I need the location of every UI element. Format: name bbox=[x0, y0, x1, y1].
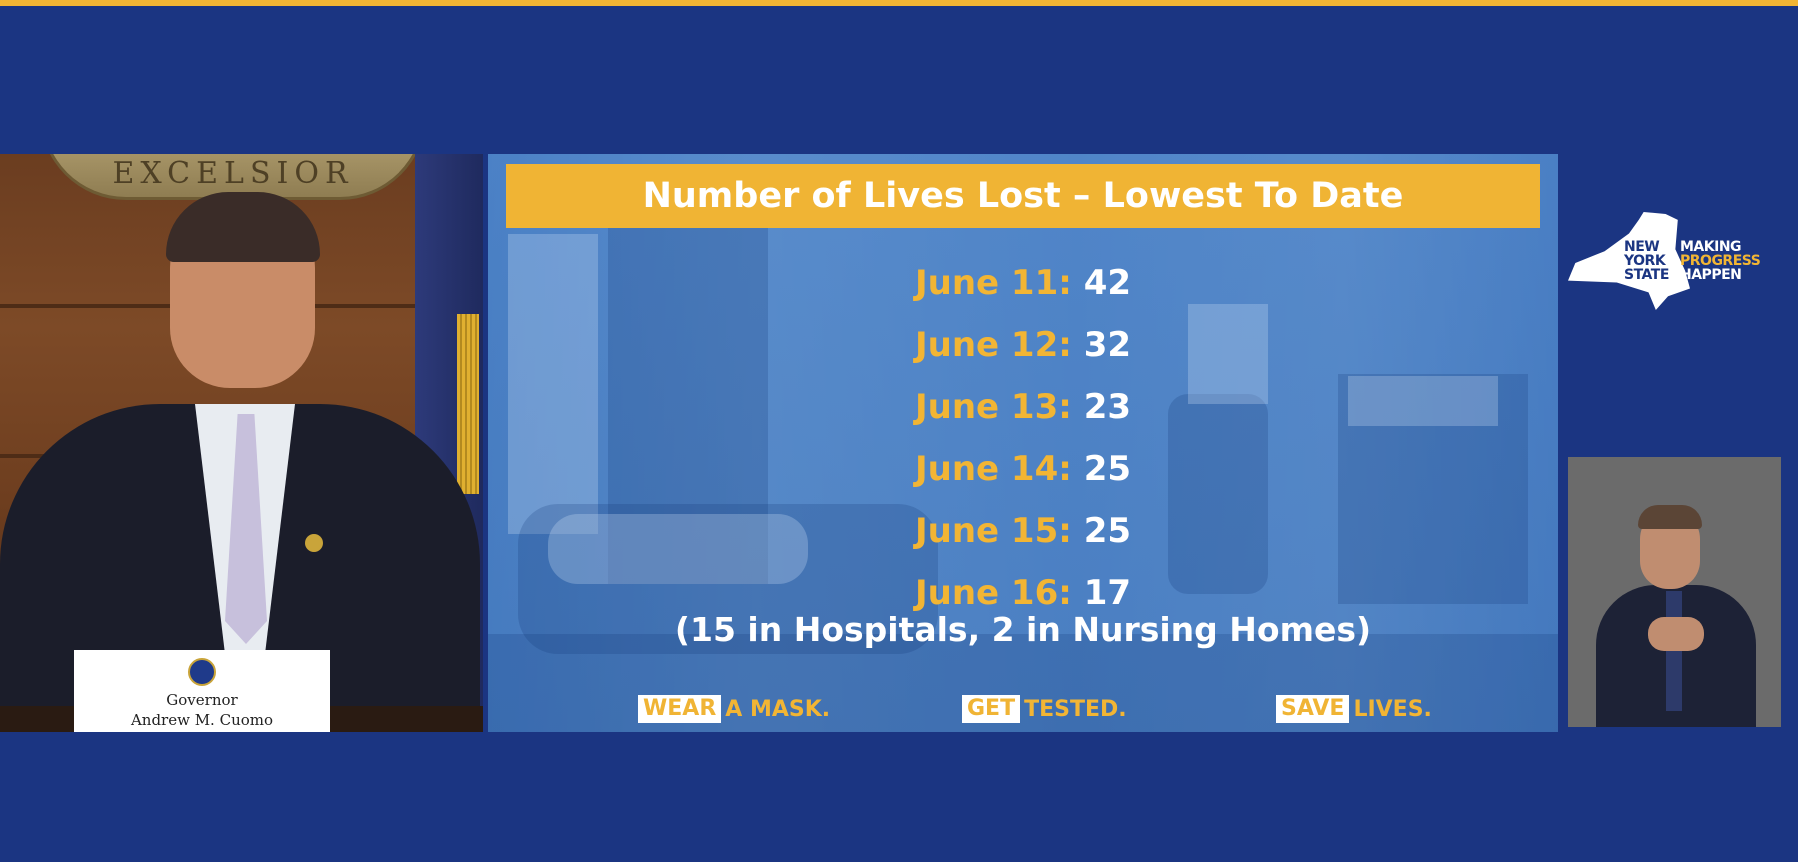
logo-word: STATE bbox=[1624, 267, 1669, 283]
entry-date: June 13: bbox=[914, 387, 1072, 427]
list-item: June 15: 25 bbox=[488, 500, 1558, 562]
slide-title: Number of Lives Lost – Lowest To Date bbox=[642, 176, 1404, 216]
lapel-pin bbox=[305, 534, 323, 552]
lives-lost-list: June 11: 42 June 12: 32 June 13: 23 June… bbox=[488, 252, 1558, 624]
list-item: June 11: 42 bbox=[488, 252, 1558, 314]
list-item: June 13: 23 bbox=[488, 376, 1558, 438]
speaker-video-panel: EXCELSIOR Governor Andrew M. Cuomo bbox=[0, 154, 483, 732]
nameplate-seal-icon bbox=[188, 658, 216, 686]
footer-text: TESTED. bbox=[1024, 696, 1127, 722]
entry-date: June 15: bbox=[914, 511, 1072, 551]
logo-state-name: NEW YORK STATE bbox=[1624, 240, 1669, 282]
logo-word: HAPPEN bbox=[1680, 267, 1742, 283]
interpreter-hair bbox=[1638, 505, 1702, 529]
ny-state-logo: NEW YORK STATE MAKING PROGRESS HAPPEN bbox=[1568, 212, 1774, 310]
seal-motto: EXCELSIOR bbox=[112, 156, 354, 191]
interpreter-hands bbox=[1648, 617, 1704, 651]
logo-word: PROGRESS bbox=[1680, 253, 1761, 269]
entry-date: June 16: bbox=[914, 573, 1072, 613]
flag-fringe bbox=[457, 314, 479, 494]
footer-save-lives: SAVE LIVES. bbox=[1276, 695, 1432, 723]
nameplate-name: Andrew M. Cuomo bbox=[130, 711, 274, 729]
logo-word: NEW bbox=[1624, 239, 1660, 255]
entry-value: 17 bbox=[1083, 573, 1132, 613]
list-item: June 14: 25 bbox=[488, 438, 1558, 500]
background-window bbox=[508, 234, 598, 534]
entry-value: 25 bbox=[1083, 511, 1132, 551]
background-picture bbox=[1188, 304, 1268, 404]
speaker-hair bbox=[166, 192, 320, 262]
footer-text: LIVES. bbox=[1353, 696, 1432, 722]
list-item: June 16: 17 bbox=[488, 562, 1558, 624]
footer-wear-a-mask: WEAR A MASK. bbox=[638, 695, 830, 723]
footer-text: A MASK. bbox=[725, 696, 831, 722]
logo-word: MAKING bbox=[1680, 239, 1742, 255]
background-chair bbox=[1168, 394, 1268, 594]
entry-value: 23 bbox=[1083, 387, 1132, 427]
background-bed bbox=[518, 504, 938, 654]
nameplate-title: Governor bbox=[166, 691, 238, 709]
background-pillow bbox=[548, 514, 808, 584]
background-monitor-stand bbox=[1338, 374, 1528, 604]
background-monitor bbox=[1348, 376, 1498, 426]
footer-highlight: GET bbox=[962, 695, 1021, 723]
footer-get-tested: GET TESTED. bbox=[962, 695, 1127, 723]
entry-value: 42 bbox=[1083, 263, 1132, 303]
entry-value: 25 bbox=[1083, 449, 1132, 489]
entry-date: June 12: bbox=[914, 325, 1072, 365]
background-curtain bbox=[608, 224, 768, 584]
top-accent-bar bbox=[0, 0, 1798, 6]
nameplate: Governor Andrew M. Cuomo bbox=[74, 650, 330, 732]
logo-slogan: MAKING PROGRESS HAPPEN bbox=[1680, 239, 1761, 283]
entry-value: 32 bbox=[1083, 325, 1132, 365]
footer-highlight: SAVE bbox=[1276, 695, 1350, 723]
breakdown-note: (15 in Hospitals, 2 in Nursing Homes) bbox=[674, 610, 1372, 649]
logo-word: YORK bbox=[1624, 253, 1666, 269]
entry-date: June 11: bbox=[914, 263, 1072, 303]
interpreter-tie bbox=[1666, 591, 1682, 711]
list-item: June 12: 32 bbox=[488, 314, 1558, 376]
presentation-slide: Number of Lives Lost – Lowest To Date Ju… bbox=[488, 154, 1558, 732]
footer-highlight: WEAR bbox=[638, 695, 722, 723]
interpreter-video-panel bbox=[1568, 457, 1781, 727]
entry-date: June 14: bbox=[914, 449, 1072, 489]
slide-title-banner: Number of Lives Lost – Lowest To Date bbox=[506, 164, 1540, 228]
